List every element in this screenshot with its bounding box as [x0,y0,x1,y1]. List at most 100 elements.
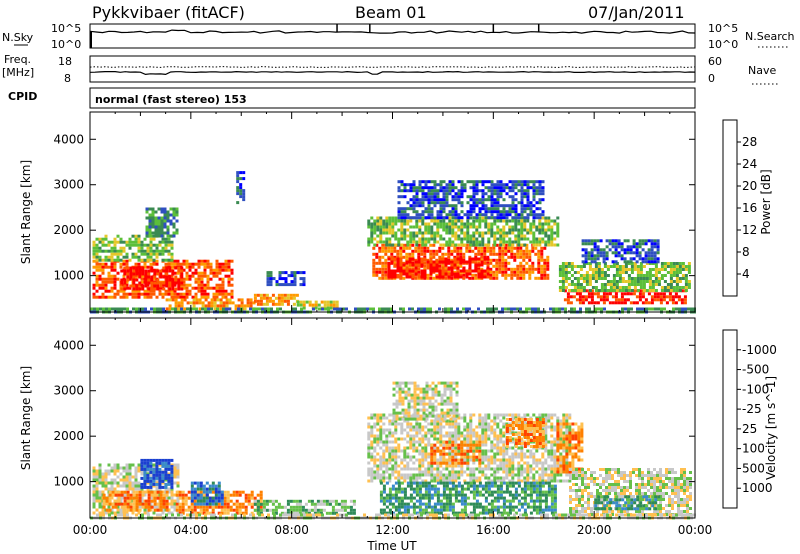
heatmap-cell [146,283,150,287]
heatmap-cell [271,508,275,512]
heatmap-cell [417,255,421,259]
heatmap-cell [513,307,516,311]
heatmap-cell [541,225,545,229]
heatmap-cell [475,240,479,244]
heatmap-cell [174,278,178,282]
heatmap-cell [224,268,228,272]
heatmap-cell [466,225,470,229]
heatmap-cell [390,269,394,273]
heatmap-cell [487,198,491,202]
heatmap-cell [319,511,323,515]
heatmap-cell [424,183,428,187]
heatmap-cell [436,473,440,477]
heatmap-cell [456,264,460,268]
heatmap-cell [227,268,231,272]
heatmap-cell [110,268,114,272]
heatmap-cell [584,257,588,261]
heatmap-cell [160,216,164,220]
heatmap-cell [445,443,449,447]
heatmap-cell [528,258,532,262]
heatmap-cell [605,257,609,261]
heatmap-cell [629,251,633,255]
heatmap-cell [501,255,505,259]
heatmap-cell [387,261,391,265]
heatmap-cell [653,242,657,246]
heatmap-cell [513,258,517,262]
heatmap-cell [379,458,383,462]
heatmap-cell [477,275,481,279]
heatmap-cell [517,240,521,244]
heatmap-cell [202,511,206,515]
heatmap-cell [162,266,166,270]
heatmap-cell [460,204,464,208]
heatmap-cell [403,213,407,217]
heatmap-cell [226,511,230,515]
heatmap-cell [451,183,455,187]
heatmap-cell [522,255,526,259]
heatmap-cell [137,463,141,467]
heatmap-cell [602,298,606,302]
heatmap-cell [182,286,186,290]
heatmap-cell [508,240,512,244]
heatmap-cell [441,255,445,259]
heatmap-cell [570,307,573,311]
heatmap-cell [421,189,425,193]
heatmap-cell [412,201,416,205]
heatmap-cell [184,502,188,506]
heatmap-cell [496,192,500,196]
heatmap-cell [110,265,114,269]
heatmap-cell [388,452,392,456]
heatmap-cell [442,216,446,220]
heatmap-cell [403,467,407,471]
heatmap-cell [546,261,550,265]
heatmap-cell [427,443,431,447]
heatmap-cell [659,292,663,296]
heatmap-cell [502,243,506,247]
heatmap-cell [630,307,633,311]
heatmap-cell [397,237,401,241]
heatmap-cell [406,422,410,426]
heatmap-cell [429,257,433,261]
heatmap-cell [274,505,278,509]
heatmap-cell [173,505,177,509]
heatmap-cell [424,452,428,456]
heatmap-cell [414,266,418,270]
freq-panel [89,55,696,83]
heatmap-cell [313,505,317,509]
heatmap-cell [129,502,133,506]
heatmap-cell [538,183,542,187]
heatmap-cell [496,195,500,199]
heatmap-cell [421,464,425,468]
heatmap-cell [447,255,451,259]
heatmap-cell [376,216,380,220]
heatmap-cell [412,479,416,483]
heatmap-cell [215,259,219,263]
heatmap-cell [370,458,374,462]
heatmap-cell [528,267,532,271]
heatmap-cell [581,301,585,305]
heatmap-cell [489,261,493,265]
heatmap-cell [223,499,227,503]
heatmap-cell [505,186,509,190]
heatmap-cell [367,437,371,441]
heatmap-cell [132,272,136,276]
y-tick-label: 4000 [53,132,84,146]
heatmap-cell [98,246,102,250]
heatmap-cell [101,271,105,275]
heatmap-cell [594,277,598,280]
heatmap-cell [166,210,170,214]
heatmap-cell [495,270,499,274]
heatmap-cell [379,216,383,220]
heatmap-cell [420,263,424,267]
heatmap-cell [567,289,571,292]
heatmap-cell [128,237,132,241]
heatmap-cell [537,255,541,259]
heatmap-cell [131,289,135,293]
heatmap-cell [481,195,485,199]
heatmap-cell [187,505,191,509]
heatmap-cell [520,207,524,211]
heatmap-cell [277,302,281,306]
heatmap-cell [558,289,562,292]
heatmap-cell [154,225,158,229]
heatmap-cell [457,198,461,202]
